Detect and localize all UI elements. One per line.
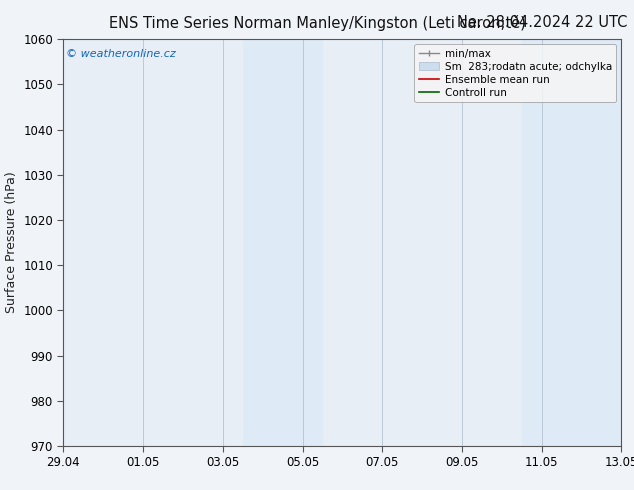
Text: Ne. 28.04.2024 22 UTC: Ne. 28.04.2024 22 UTC [457,15,628,30]
Bar [522,39,621,446]
Text: © weatheronline.cz: © weatheronline.cz [66,49,176,59]
Text: ENS Time Series Norman Manley/Kingston (Leti caron;tě): ENS Time Series Norman Manley/Kingston (… [108,15,526,31]
Y-axis label: Surface Pressure (hPa): Surface Pressure (hPa) [4,172,18,314]
Legend: min/max, Sm  283;rodatn acute; odchylka, Ensemble mean run, Controll run: min/max, Sm 283;rodatn acute; odchylka, … [415,45,616,102]
Bar [243,39,323,446]
